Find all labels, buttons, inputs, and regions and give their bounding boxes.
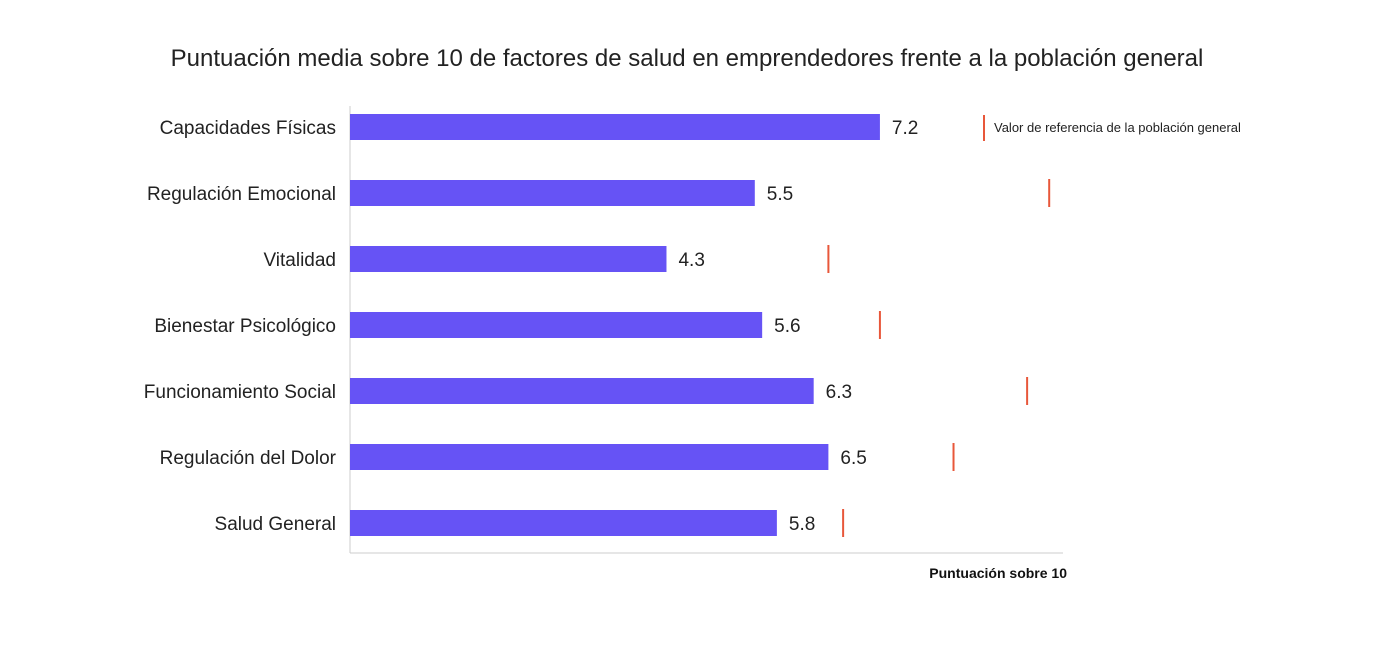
value-label: 4.3	[678, 250, 704, 271]
value-label: 7.2	[892, 118, 918, 139]
category-label: Salud General	[215, 514, 336, 535]
category-label: Regulación del Dolor	[160, 448, 337, 469]
bar	[350, 114, 880, 140]
category-label: Capacidades Físicas	[160, 118, 336, 139]
category-labels-group: Capacidades Físicas Regulación Emocional V…	[144, 118, 337, 535]
value-label: 5.5	[767, 184, 793, 205]
legend: Valor de referencia de la población gene…	[983, 115, 1241, 141]
bar	[350, 378, 814, 404]
category-label: Regulación Emocional	[147, 184, 336, 205]
bar	[350, 510, 777, 536]
bar	[350, 444, 829, 470]
bar	[350, 246, 667, 272]
value-label: 6.3	[826, 382, 852, 403]
chart-title: Puntuación media sobre 10 de factores de…	[171, 45, 1204, 72]
value-label: 5.8	[789, 514, 815, 535]
value-label: 5.6	[774, 316, 800, 337]
category-label: Bienestar Psicológico	[154, 316, 336, 337]
category-label: Funcionamiento Social	[144, 382, 336, 403]
legend-reference-label: Valor de referencia de la población gene…	[994, 120, 1241, 135]
category-label: Vitalidad	[263, 250, 336, 271]
bars-group	[350, 114, 880, 536]
reference-marks-group	[827, 179, 1051, 537]
value-label: 6.5	[840, 448, 866, 469]
x-axis-title: Puntuación sobre 10	[929, 565, 1067, 581]
value-labels-group: 7.2 5.5 4.3 5.6 6.3 6.5 5.8	[678, 118, 918, 535]
bar	[350, 180, 755, 206]
bar	[350, 312, 763, 338]
